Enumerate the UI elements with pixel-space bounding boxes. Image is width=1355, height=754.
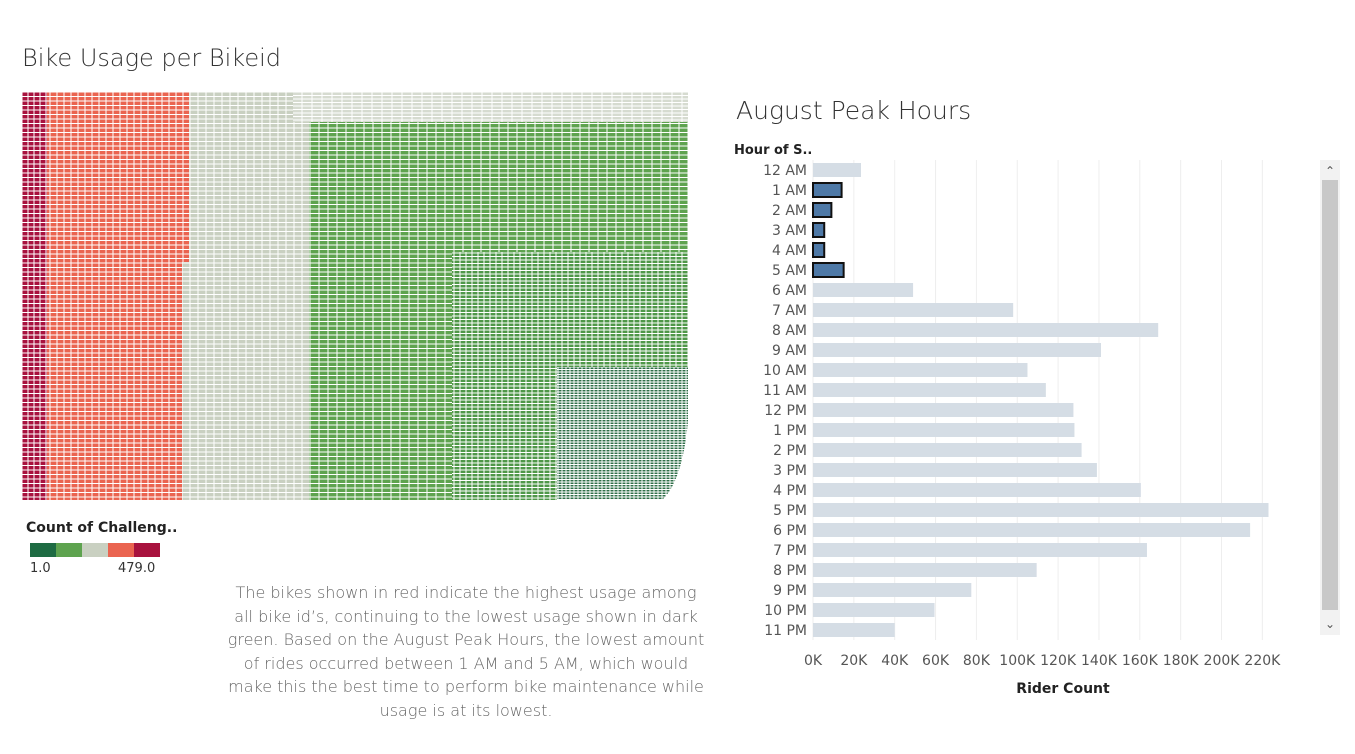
- bar-4-pm[interactable]: [813, 483, 1141, 497]
- treemap-band-red[interactable]: [47, 92, 189, 500]
- legend-swatch: [82, 543, 108, 557]
- bar-2-am[interactable]: [812, 202, 833, 218]
- category-label: 12 AM: [763, 163, 807, 179]
- category-label: 4 AM: [772, 243, 807, 259]
- category-label: 12 PM: [764, 403, 807, 419]
- bar-5-am[interactable]: [812, 262, 845, 278]
- scroll-up-arrow-icon[interactable]: ⌃: [1324, 164, 1336, 178]
- treemap-band-gray-top[interactable]: [293, 92, 688, 122]
- bar-6-pm[interactable]: [813, 523, 1251, 537]
- bar-5-pm[interactable]: [813, 503, 1269, 517]
- bar-12-pm[interactable]: [813, 403, 1074, 417]
- bar-7-am[interactable]: [813, 303, 1014, 317]
- category-label: 3 PM: [773, 463, 807, 479]
- legend-labels: 1.0 479.0: [26, 561, 166, 577]
- treemap-band-green-dark[interactable]: [557, 367, 688, 500]
- legend-swatch: [56, 543, 82, 557]
- bar-1-am[interactable]: [812, 182, 843, 198]
- bar-12-am[interactable]: [813, 163, 861, 177]
- legend-swatch: [108, 543, 134, 557]
- category-label: 9 PM: [773, 583, 807, 599]
- legend-title: Count of Challeng..: [26, 520, 178, 536]
- bar-8-pm[interactable]: [813, 563, 1037, 577]
- category-label: 8 PM: [773, 563, 807, 579]
- bar-4-am[interactable]: [812, 242, 826, 258]
- x-axis-title: Rider Count: [1016, 681, 1110, 697]
- x-tick-label: 80K: [963, 653, 991, 669]
- legend-min-label: 1.0: [30, 561, 51, 576]
- x-tick-label: 120K: [1040, 653, 1077, 669]
- x-tick-label: 220K: [1244, 653, 1281, 669]
- x-tick-label: 140K: [1081, 653, 1118, 669]
- category-label: 5 PM: [773, 503, 807, 519]
- category-label: 6 PM: [773, 523, 807, 539]
- category-label: 1 AM: [772, 183, 807, 199]
- treemap-band-gray-notch[interactable]: [182, 262, 189, 500]
- x-tick-label: 60K: [922, 653, 950, 669]
- bar-8-am[interactable]: [813, 323, 1159, 337]
- bike-usage-treemap[interactable]: [22, 92, 688, 500]
- x-tick-label: 100K: [999, 653, 1036, 669]
- bar-11-am[interactable]: [813, 383, 1046, 397]
- bar-chart-title: August Peak Hours: [736, 96, 972, 125]
- category-label: 11 PM: [764, 623, 807, 639]
- category-label: 9 AM: [772, 343, 807, 359]
- category-label: 4 PM: [773, 483, 807, 499]
- peak-hours-bar-chart[interactable]: Hour of S.. 12 AM 1 AM 2 AM 3 AM 4 AM 5 AM 6 AM…: [726, 138, 1326, 698]
- bar-3-am[interactable]: [812, 222, 826, 238]
- scroll-down-arrow-icon[interactable]: ⌄: [1324, 617, 1336, 631]
- treemap-title: Bike Usage per Bikeid: [22, 44, 281, 72]
- x-tick-label: 180K: [1163, 653, 1200, 669]
- bar-10-pm[interactable]: [813, 603, 935, 617]
- x-tick-label: 200K: [1204, 653, 1241, 669]
- category-label: 5 AM: [772, 263, 807, 279]
- treemap-band-gray-edge[interactable]: [293, 122, 309, 500]
- category-label: 6 AM: [772, 283, 807, 299]
- category-label: 11 AM: [763, 383, 807, 399]
- treemap-corner-gap: [662, 422, 688, 500]
- bar-1-pm[interactable]: [813, 423, 1075, 437]
- category-label: 2 AM: [772, 203, 807, 219]
- bar-11-pm[interactable]: [813, 623, 895, 637]
- bar-10-am[interactable]: [813, 363, 1028, 377]
- treemap-band-dark-red[interactable]: [22, 92, 47, 500]
- category-label: 8 AM: [772, 323, 807, 339]
- color-legend: Count of Challeng.. 1.0 479.0: [26, 520, 177, 577]
- category-label: 7 PM: [773, 543, 807, 559]
- description-text: The bikes shown in red indicate the high…: [227, 583, 705, 720]
- category-label: 10 PM: [764, 603, 807, 619]
- bar-3-pm[interactable]: [813, 463, 1097, 477]
- legend-color-ramp: [30, 543, 160, 557]
- category-label: 1 PM: [773, 423, 807, 439]
- legend-swatch: [30, 543, 56, 557]
- bar-9-am[interactable]: [813, 343, 1101, 357]
- treemap-band-gray[interactable]: [189, 92, 293, 500]
- bar-6-am[interactable]: [813, 283, 914, 297]
- scrollbar-thumb[interactable]: [1322, 180, 1338, 610]
- category-label: 10 AM: [763, 363, 807, 379]
- x-tick-label: 40K: [881, 653, 909, 669]
- bar-7-pm[interactable]: [813, 543, 1147, 557]
- treemap-svg[interactable]: [22, 92, 688, 500]
- category-label: 2 PM: [773, 443, 807, 459]
- category-label: 3 AM: [772, 223, 807, 239]
- x-tick-label: 160K: [1122, 653, 1159, 669]
- row-header-label: Hour of S..: [734, 143, 812, 158]
- legend-swatch: [134, 543, 160, 557]
- bar-2-pm[interactable]: [813, 443, 1082, 457]
- vertical-scrollbar[interactable]: ⌃ ⌄: [1320, 160, 1340, 635]
- x-tick-label: 0K: [804, 653, 823, 669]
- legend-max-label: 479.0: [118, 561, 156, 576]
- bar-9-pm[interactable]: [813, 583, 972, 597]
- category-label: 7 AM: [772, 303, 807, 319]
- x-tick-label: 20K: [840, 653, 868, 669]
